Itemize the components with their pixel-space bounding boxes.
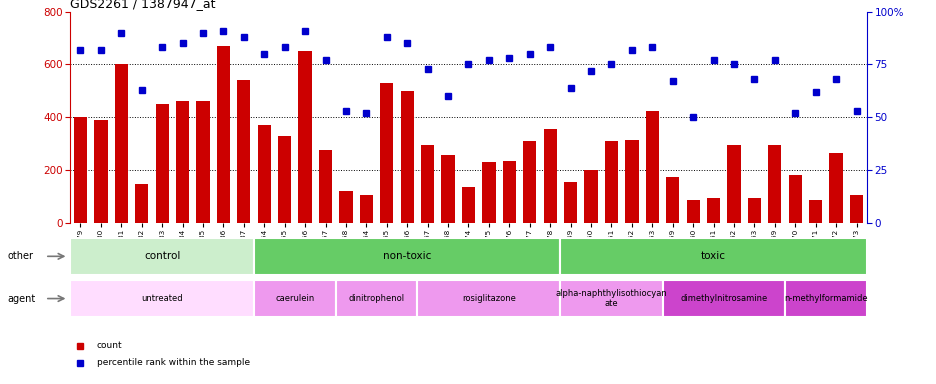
Bar bbox=[176, 101, 189, 223]
Bar bbox=[584, 170, 597, 223]
Bar bbox=[726, 145, 739, 223]
Bar bbox=[74, 117, 87, 223]
Bar bbox=[254, 280, 335, 317]
Bar bbox=[828, 153, 841, 223]
Text: n-methylformamide: n-methylformamide bbox=[783, 294, 867, 303]
Text: other: other bbox=[7, 251, 34, 262]
Bar bbox=[543, 129, 556, 223]
Bar bbox=[401, 91, 414, 223]
Text: GDS2261 / 1387947_at: GDS2261 / 1387947_at bbox=[70, 0, 215, 10]
Bar bbox=[747, 198, 760, 223]
Bar bbox=[216, 46, 230, 223]
Bar bbox=[257, 125, 271, 223]
Bar bbox=[560, 238, 866, 275]
Bar bbox=[155, 104, 168, 223]
Bar bbox=[339, 191, 352, 223]
Bar bbox=[665, 177, 679, 223]
Bar bbox=[784, 280, 866, 317]
Bar bbox=[482, 162, 495, 223]
Bar bbox=[849, 195, 862, 223]
Text: toxic: toxic bbox=[700, 251, 725, 262]
Text: caerulein: caerulein bbox=[275, 294, 314, 303]
Text: control: control bbox=[144, 251, 180, 262]
Bar bbox=[70, 280, 254, 317]
Bar bbox=[299, 51, 312, 223]
Bar bbox=[278, 136, 291, 223]
Bar bbox=[808, 200, 822, 223]
Bar bbox=[70, 238, 254, 275]
Bar bbox=[645, 111, 658, 223]
Bar bbox=[114, 64, 128, 223]
Bar bbox=[686, 200, 699, 223]
Bar bbox=[237, 80, 250, 223]
Bar bbox=[420, 145, 433, 223]
Bar bbox=[441, 156, 454, 223]
Bar bbox=[318, 150, 332, 223]
Bar bbox=[503, 161, 516, 223]
Bar bbox=[417, 280, 560, 317]
Bar bbox=[522, 141, 535, 223]
Bar bbox=[461, 187, 475, 223]
Bar bbox=[560, 280, 662, 317]
Text: alpha-naphthylisothiocyan
ate: alpha-naphthylisothiocyan ate bbox=[555, 289, 666, 308]
Text: dinitrophenol: dinitrophenol bbox=[348, 294, 404, 303]
Text: count: count bbox=[96, 341, 122, 350]
Bar bbox=[768, 145, 781, 223]
Bar bbox=[95, 120, 108, 223]
Bar bbox=[197, 101, 210, 223]
Text: dimethylnitrosamine: dimethylnitrosamine bbox=[680, 294, 767, 303]
Bar bbox=[788, 175, 801, 223]
Bar bbox=[662, 280, 784, 317]
Text: agent: agent bbox=[7, 293, 36, 304]
Bar bbox=[604, 141, 618, 223]
Bar bbox=[380, 83, 393, 223]
Text: percentile rank within the sample: percentile rank within the sample bbox=[96, 358, 249, 367]
Bar bbox=[624, 139, 637, 223]
Bar bbox=[563, 182, 577, 223]
Bar bbox=[135, 184, 148, 223]
Text: rosiglitazone: rosiglitazone bbox=[461, 294, 516, 303]
Text: non-toxic: non-toxic bbox=[383, 251, 431, 262]
Bar bbox=[254, 238, 560, 275]
Text: untreated: untreated bbox=[141, 294, 183, 303]
Bar bbox=[706, 198, 720, 223]
Bar bbox=[359, 195, 373, 223]
Bar bbox=[335, 280, 417, 317]
